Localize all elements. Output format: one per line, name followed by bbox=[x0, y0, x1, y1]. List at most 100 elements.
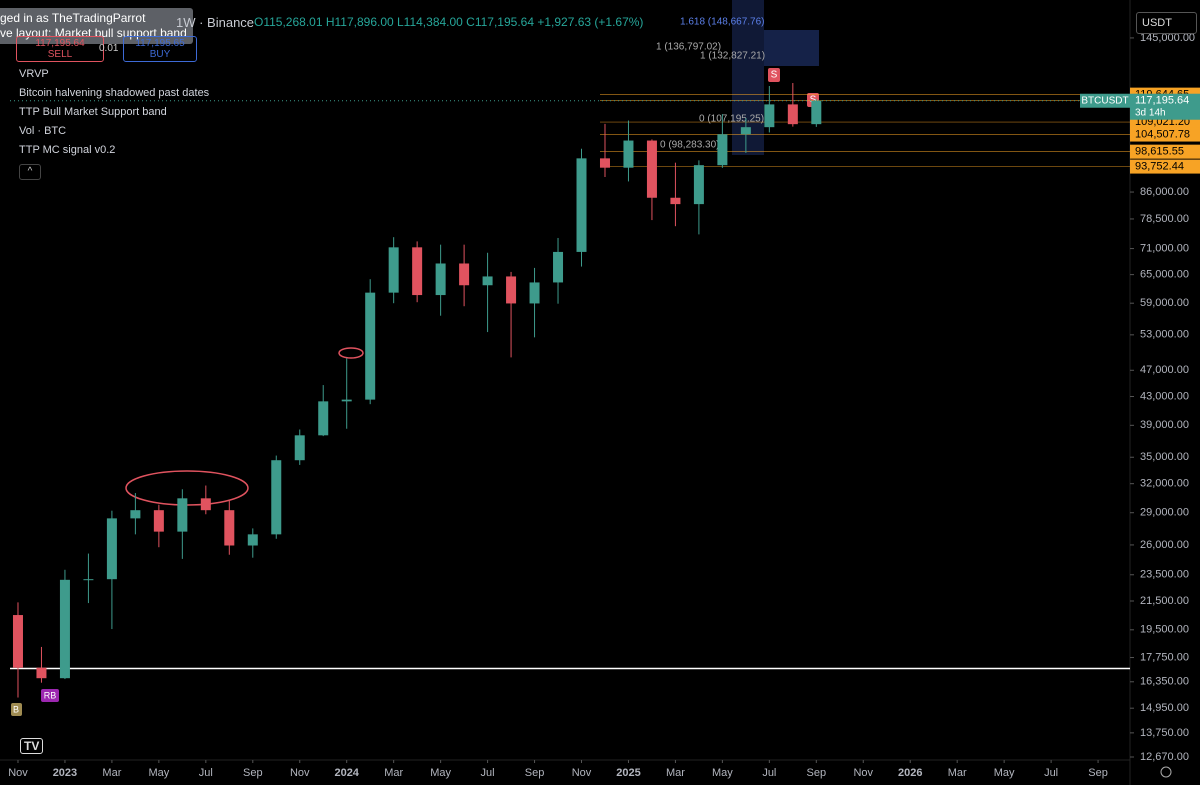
drawn-circle bbox=[338, 347, 364, 359]
indicator[interactable]: TTP Bull Market Support band bbox=[19, 106, 167, 118]
indicator[interactable]: Vol · BTC bbox=[19, 125, 67, 137]
candle-body bbox=[670, 197, 681, 205]
signal-text: B bbox=[13, 704, 19, 714]
x-tick-label: Jul bbox=[1044, 767, 1058, 779]
candle-body bbox=[341, 399, 352, 402]
signal-text: RB bbox=[44, 690, 57, 700]
x-tick-label: Mar bbox=[102, 767, 121, 779]
price-tag-label: 104,507.78 bbox=[1135, 128, 1190, 140]
candle-body bbox=[412, 247, 423, 296]
collapse-button[interactable]: ^ bbox=[19, 164, 41, 180]
candle-body bbox=[623, 140, 634, 168]
x-tick-label: Sep bbox=[525, 767, 545, 779]
price-tag bbox=[1130, 127, 1200, 142]
y-tick-label: 12,670.00 bbox=[1140, 751, 1189, 763]
y-tick-label: 47,000.00 bbox=[1140, 364, 1189, 376]
y-tick-label: 78,500.00 bbox=[1140, 213, 1189, 225]
candle-body bbox=[247, 534, 258, 546]
indicator[interactable]: Bitcoin halvening shadowed past dates bbox=[19, 87, 210, 99]
price-tag-label: 93,752.44 bbox=[1135, 160, 1184, 172]
candle-body bbox=[506, 276, 517, 304]
x-tick-label: Nov bbox=[290, 767, 310, 779]
buy-label: BUY bbox=[149, 49, 171, 60]
x-tick-label: Nov bbox=[572, 767, 592, 779]
buy-button[interactable]: 117,195.65 BUY bbox=[123, 36, 197, 62]
x-tick-label: Sep bbox=[1088, 767, 1108, 779]
candle-body bbox=[576, 158, 587, 252]
candle-body bbox=[529, 282, 540, 304]
signal-marker bbox=[11, 703, 22, 716]
candle-body bbox=[83, 579, 94, 581]
y-tick-label: 23,500.00 bbox=[1140, 569, 1189, 581]
candle-body bbox=[365, 292, 376, 400]
signal-marker bbox=[41, 689, 59, 702]
candle-body bbox=[693, 165, 704, 205]
sell-button[interactable]: 117,195.64 SELL bbox=[16, 36, 104, 62]
indicator[interactable]: VRVP bbox=[19, 68, 49, 80]
settings-icon[interactable] bbox=[1160, 766, 1172, 778]
fib-label: 1 (132,827.21) bbox=[700, 51, 765, 62]
last-price-tag bbox=[1130, 93, 1200, 120]
candle-body bbox=[12, 615, 23, 668]
x-tick-label: Nov bbox=[8, 767, 28, 779]
fib-label: 1.618 (148,667.76) bbox=[680, 17, 765, 28]
y-tick-label: 16,350.00 bbox=[1140, 676, 1189, 688]
x-tick-label: Sep bbox=[243, 767, 263, 779]
fib-label: 1 (136,797.02) bbox=[656, 42, 721, 53]
indicator[interactable]: TTP MC signal v0.2 bbox=[19, 144, 116, 156]
x-tick-label: 2025 bbox=[616, 767, 640, 779]
last-price-label: 117,195.64 bbox=[1135, 95, 1189, 107]
quantity[interactable]: 0.01 bbox=[99, 43, 119, 54]
y-tick-label: 17,750.00 bbox=[1140, 651, 1189, 663]
y-tick-label: 32,000.00 bbox=[1140, 478, 1189, 490]
x-tick-label: May bbox=[712, 767, 733, 779]
currency-select[interactable]: USDT bbox=[1136, 12, 1197, 34]
x-tick-label: May bbox=[994, 767, 1015, 779]
symbol-tag bbox=[1080, 93, 1130, 108]
candle-body bbox=[388, 247, 399, 293]
x-tick-label: Jul bbox=[762, 767, 776, 779]
candle-body bbox=[787, 104, 798, 125]
y-tick-label: 35,000.00 bbox=[1140, 451, 1189, 463]
signal-marker bbox=[768, 68, 780, 82]
y-tick-label: 29,000.00 bbox=[1140, 507, 1189, 519]
fib-label: 0 (98,283.30) bbox=[660, 140, 720, 151]
candle-body bbox=[646, 140, 657, 198]
countdown-label: 3d 14h bbox=[1135, 107, 1166, 118]
candle-body bbox=[482, 276, 493, 286]
candle-body bbox=[318, 401, 329, 436]
candle-body bbox=[764, 104, 775, 128]
login-text: ged in as TheTradingParrot bbox=[0, 11, 146, 25]
y-tick-label: 59,000.00 bbox=[1140, 297, 1189, 309]
candle-body bbox=[740, 127, 751, 135]
candle-body bbox=[153, 510, 164, 532]
candle-body bbox=[36, 667, 47, 679]
candle-body bbox=[459, 263, 470, 286]
candle-body bbox=[811, 100, 822, 125]
x-tick-label: 2024 bbox=[334, 767, 359, 779]
x-tick-label: Mar bbox=[948, 767, 967, 779]
symbol-tag-label: BTCUSDT bbox=[1081, 95, 1128, 106]
x-tick-label: Jul bbox=[481, 767, 495, 779]
x-tick-label: May bbox=[430, 767, 451, 779]
x-tick-label: Mar bbox=[384, 767, 403, 779]
sell-price: 117,195.64 bbox=[35, 38, 85, 49]
price-tag bbox=[1130, 144, 1200, 159]
x-tick-label: Jul bbox=[199, 767, 213, 779]
price-tag bbox=[1130, 159, 1200, 174]
fib-box bbox=[764, 30, 819, 66]
sell-label: SELL bbox=[47, 49, 73, 60]
y-tick-label: 65,000.00 bbox=[1140, 269, 1189, 281]
ohlc: O115,268.01 H117,896.00 L114,384.00 C117… bbox=[254, 15, 644, 29]
x-tick-label: Nov bbox=[853, 767, 873, 779]
y-tick-label: 53,000.00 bbox=[1140, 329, 1189, 341]
candle-body bbox=[130, 510, 141, 519]
y-tick-label: 145,000.00 bbox=[1140, 32, 1195, 44]
x-tick-label: Sep bbox=[807, 767, 827, 779]
candle-body bbox=[106, 518, 117, 580]
y-tick-label: 19,500.00 bbox=[1140, 624, 1189, 636]
fib-label: 0 (107,195.25) bbox=[699, 114, 764, 125]
symbol: 1W · Binance bbox=[176, 15, 255, 30]
